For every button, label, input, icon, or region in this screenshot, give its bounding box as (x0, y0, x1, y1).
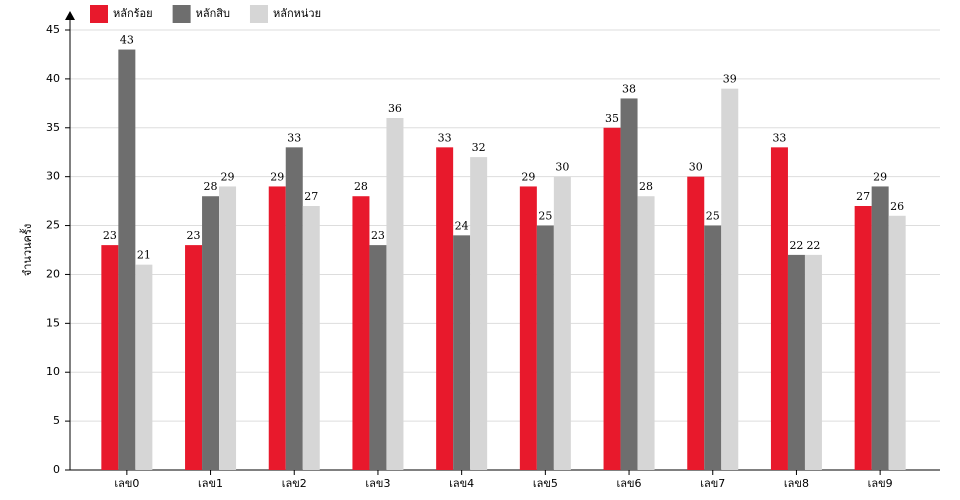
bar (352, 196, 370, 470)
y-axis-label: จำนวนครั้ง (19, 224, 34, 276)
value-label: 29 (221, 170, 235, 183)
value-label: 28 (204, 180, 218, 193)
y-tick-label: 10 (46, 365, 60, 378)
bar (268, 186, 286, 470)
bar (637, 196, 655, 470)
value-label: 28 (639, 180, 653, 193)
y-tick-label: 45 (46, 23, 60, 36)
bar (871, 186, 889, 470)
bar (285, 147, 303, 471)
bar (553, 176, 571, 470)
bar (386, 118, 404, 470)
value-label: 21 (137, 249, 151, 262)
value-label: 23 (371, 229, 385, 242)
bar (453, 235, 471, 470)
x-tick-label: เลข0 (114, 477, 139, 490)
value-label: 36 (388, 102, 402, 115)
value-label: 27 (304, 190, 318, 203)
x-tick-label: เลข3 (365, 477, 390, 490)
value-label: 29 (521, 170, 535, 183)
value-label: 23 (187, 229, 201, 242)
value-label: 38 (622, 82, 636, 95)
bar (603, 127, 621, 471)
x-tick-label: เลข8 (784, 477, 809, 490)
y-tick-label: 0 (53, 463, 60, 476)
legend-label: หลักสิบ (196, 7, 230, 20)
value-label: 33 (438, 131, 452, 144)
bar (536, 225, 554, 470)
value-label: 29 (270, 170, 284, 183)
x-tick-label: เลข4 (449, 477, 474, 490)
bar (620, 98, 638, 470)
value-label: 33 (287, 131, 301, 144)
value-label: 30 (555, 161, 569, 174)
x-tick-label: เลข5 (533, 477, 558, 490)
value-label: 28 (354, 180, 368, 193)
bar (519, 186, 537, 470)
bar (704, 225, 722, 470)
value-label: 24 (455, 219, 469, 232)
bar (687, 176, 705, 470)
bar (721, 88, 739, 471)
y-tick-label: 20 (46, 267, 60, 280)
value-label: 29 (873, 170, 887, 183)
bar (436, 147, 454, 471)
bar (369, 245, 387, 470)
legend-swatch (172, 5, 191, 23)
value-label: 25 (538, 210, 552, 223)
bar (804, 254, 822, 470)
bar (770, 147, 788, 471)
value-label: 35 (605, 112, 619, 125)
y-tick-label: 40 (46, 72, 60, 85)
y-tick-label: 25 (46, 219, 60, 232)
value-label: 23 (103, 229, 117, 242)
value-label: 22 (806, 239, 820, 252)
value-label: 26 (890, 200, 904, 213)
value-label: 22 (789, 239, 803, 252)
value-label: 27 (856, 190, 870, 203)
bar (202, 196, 220, 470)
x-tick-label: เลข1 (198, 477, 223, 490)
x-tick-label: เลข6 (617, 477, 642, 490)
legend-label: หลักร้อย (113, 7, 153, 20)
bar (302, 206, 320, 470)
y-tick-label: 5 (53, 414, 60, 427)
value-label: 43 (120, 34, 134, 47)
bar (185, 245, 203, 470)
x-tick-label: เลข9 (868, 477, 893, 490)
bar (470, 157, 488, 470)
axis-arrow (65, 11, 75, 20)
value-label: 25 (706, 210, 720, 223)
legend-swatch (249, 5, 268, 23)
value-label: 32 (472, 141, 486, 154)
x-tick-label: เลข2 (282, 477, 307, 490)
legend-label: หลักหน่วย (273, 7, 321, 20)
bar (854, 206, 872, 470)
value-label: 39 (723, 73, 737, 86)
x-tick-label: เลข7 (700, 477, 725, 490)
legend-swatch (90, 5, 108, 23)
bar (118, 49, 136, 471)
y-tick-label: 35 (46, 121, 60, 134)
y-tick-label: 30 (46, 170, 60, 183)
bar (219, 186, 237, 470)
y-tick-label: 15 (46, 316, 60, 329)
bar (787, 254, 805, 470)
value-label: 33 (772, 131, 786, 144)
value-label: 30 (689, 161, 703, 174)
bar (135, 264, 153, 470)
bar (888, 215, 906, 470)
bar (101, 245, 119, 470)
